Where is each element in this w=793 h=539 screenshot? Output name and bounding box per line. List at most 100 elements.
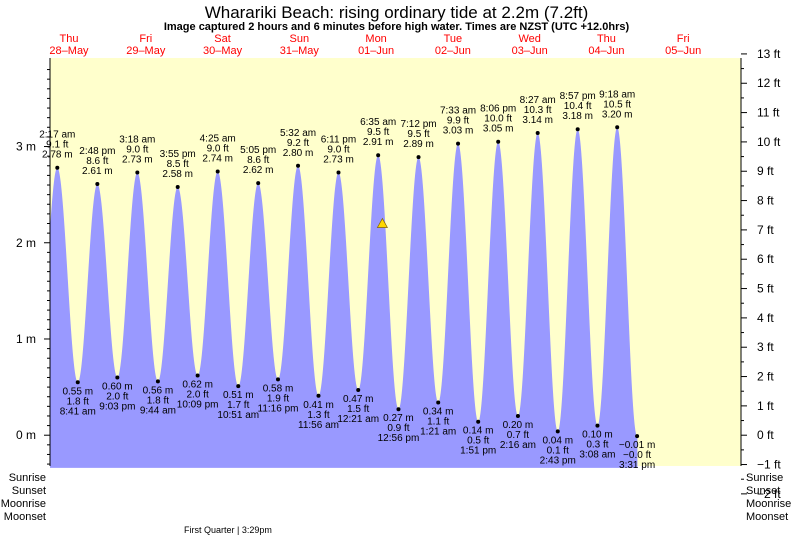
high-tide-point <box>535 131 540 136</box>
left-moonrise-label: Moonrise <box>1 498 46 510</box>
low-tide-label: −0.0 ft <box>623 450 651 461</box>
day-of-week-label: Fri <box>677 33 690 45</box>
date-label: 05–Jun <box>665 45 701 57</box>
low-tide-label: 8:41 am <box>60 406 96 417</box>
low-tide-label: −0.01 m <box>619 440 655 451</box>
low-tide-label: 12:56 pm <box>378 433 420 444</box>
low-tide-point <box>236 384 241 389</box>
high-tide-label: 10.0 ft <box>484 114 512 125</box>
high-tide-label: 5:05 pm <box>240 145 276 156</box>
low-tide-point <box>316 393 321 398</box>
left-sunset-label: Sunset <box>12 485 46 497</box>
high-tide-label: 9.0 ft <box>207 144 229 155</box>
right-axis-tick-label: 7 ft <box>757 223 774 237</box>
low-tide-point <box>75 380 80 385</box>
high-tide-label: 7:12 pm <box>400 119 436 130</box>
low-tide-label: 10:51 am <box>217 410 259 421</box>
high-tide-point <box>615 125 620 130</box>
day-of-week-label: Sat <box>214 33 231 45</box>
high-tide-label: 2.61 m <box>82 166 113 177</box>
high-tide-label: 9.1 ft <box>46 140 68 151</box>
high-tide-label: 6:11 pm <box>321 135 356 146</box>
right-axis-tick-label: 11 ft <box>757 106 780 120</box>
low-tide-label: 2.0 ft <box>187 390 209 401</box>
moon-phase-label: First Quarter | 3:29pm <box>184 525 272 535</box>
date-label: 30–May <box>203 45 243 57</box>
low-tide-label: 0.3 ft <box>586 440 608 451</box>
day-labels: Thu28–MayFri29–MaySat30–MaySun31–MayMon0… <box>49 33 701 57</box>
high-tide-label: 9.9 ft <box>447 116 469 127</box>
right-sunset-label: Sunset <box>746 485 780 497</box>
high-tide-label: 2.78 m <box>42 150 73 161</box>
day-of-week-label: Tue <box>444 33 463 45</box>
right-axis-tick-label: 2 ft <box>757 370 774 384</box>
high-tide-label: 8.6 ft <box>247 155 269 166</box>
high-tide-label: 10.5 ft <box>603 99 631 110</box>
right-axis-tick-label: 4 ft <box>757 311 774 325</box>
low-tide-label: 10:09 pm <box>177 400 219 411</box>
high-tide-point <box>376 153 381 158</box>
chart-subtitle: Image captured 2 hours and 6 minutes bef… <box>164 21 630 33</box>
low-tide-label: 0.04 m <box>542 435 573 446</box>
high-tide-label: 2.80 m <box>283 148 314 159</box>
high-tide-label: 3.03 m <box>443 126 474 137</box>
right-axis-tick-label: 5 ft <box>757 282 774 296</box>
date-label: 03–Jun <box>512 45 548 57</box>
low-tide-label: 1:21 am <box>420 426 456 437</box>
high-tide-label: 2.73 m <box>122 155 153 166</box>
high-tide-point <box>256 181 261 186</box>
high-tide-label: 3.20 m <box>602 109 633 120</box>
low-tide-label: 1.7 ft <box>227 400 249 411</box>
low-tide-label: 1.1 ft <box>427 416 449 427</box>
high-tide-label: 8:57 pm <box>560 91 596 102</box>
axis-layer: 0 m 1 m 2 m 3 m −2 ft −1 ft 0 ft 1 ft 2 ft 3 ft 4 … <box>16 47 781 501</box>
low-tide-label: 0.47 m <box>343 394 374 405</box>
high-tide-point <box>416 155 421 160</box>
low-tide-point <box>356 387 361 392</box>
high-tide-label: 2.58 m <box>162 169 193 180</box>
low-tide-label: 0.10 m <box>582 430 613 441</box>
date-label: 28–May <box>49 45 89 57</box>
high-tide-label: 3:55 pm <box>160 149 196 160</box>
left-moonset-label: Moonset <box>4 511 46 523</box>
low-tide-point <box>396 407 401 412</box>
low-tide-label: 1.3 ft <box>307 410 329 421</box>
high-tide-label: 9.0 ft <box>327 145 349 156</box>
right-axis-tick-label: −1 ft <box>757 458 781 472</box>
high-tide-label: 6:35 am <box>360 117 396 128</box>
high-tide-label: 3.18 m <box>562 111 593 122</box>
low-tide-label: 9:44 am <box>140 405 176 416</box>
low-tide-point <box>555 429 560 434</box>
low-tide-label: 0.60 m <box>102 381 133 392</box>
low-tide-label: 0.55 m <box>62 386 93 397</box>
low-tide-label: 12:21 am <box>337 414 379 425</box>
high-tide-label: 2.62 m <box>243 165 274 176</box>
low-tide-point <box>115 375 120 380</box>
high-tide-label: 3.05 m <box>483 124 514 135</box>
low-tide-label: 0.34 m <box>423 406 454 417</box>
left-sunrise-label: Sunrise <box>9 472 46 484</box>
high-tide-label: 10.3 ft <box>524 105 552 116</box>
low-tide-label: 0.14 m <box>463 426 494 437</box>
high-tide-label: 5:32 am <box>280 128 316 139</box>
high-tide-label: 8.6 ft <box>86 156 108 167</box>
right-moonset-label: Moonset <box>746 511 788 523</box>
low-tide-label: 0.51 m <box>223 390 254 401</box>
day-of-week-label: Mon <box>365 33 386 45</box>
low-tide-label: 2:16 am <box>500 440 536 451</box>
right-axis-tick-label: −2 ft <box>757 487 781 501</box>
right-axis-tick-label: 1 ft <box>757 399 774 413</box>
right-axis-tick-label: 6 ft <box>757 252 774 266</box>
right-moonrise-label: Moonrise <box>746 498 791 510</box>
tide-marks-layer: 2:17 am9.1 ft2.78 m0.55 m1.8 ft8:41 am2:… <box>39 89 655 471</box>
right-axis-tick-label: 10 ft <box>757 135 781 149</box>
date-label: 01–Jun <box>358 45 394 57</box>
low-tide-point <box>436 400 441 405</box>
low-tide-label: 2:43 pm <box>540 455 576 466</box>
low-tide-label: 0.7 ft <box>507 430 529 441</box>
date-label: 04–Jun <box>588 45 624 57</box>
left-axis-tick-label: 1 m <box>16 332 36 346</box>
right-axis-tick-label: 13 ft <box>757 47 781 61</box>
right-axis-tick-label: 0 ft <box>757 428 774 442</box>
